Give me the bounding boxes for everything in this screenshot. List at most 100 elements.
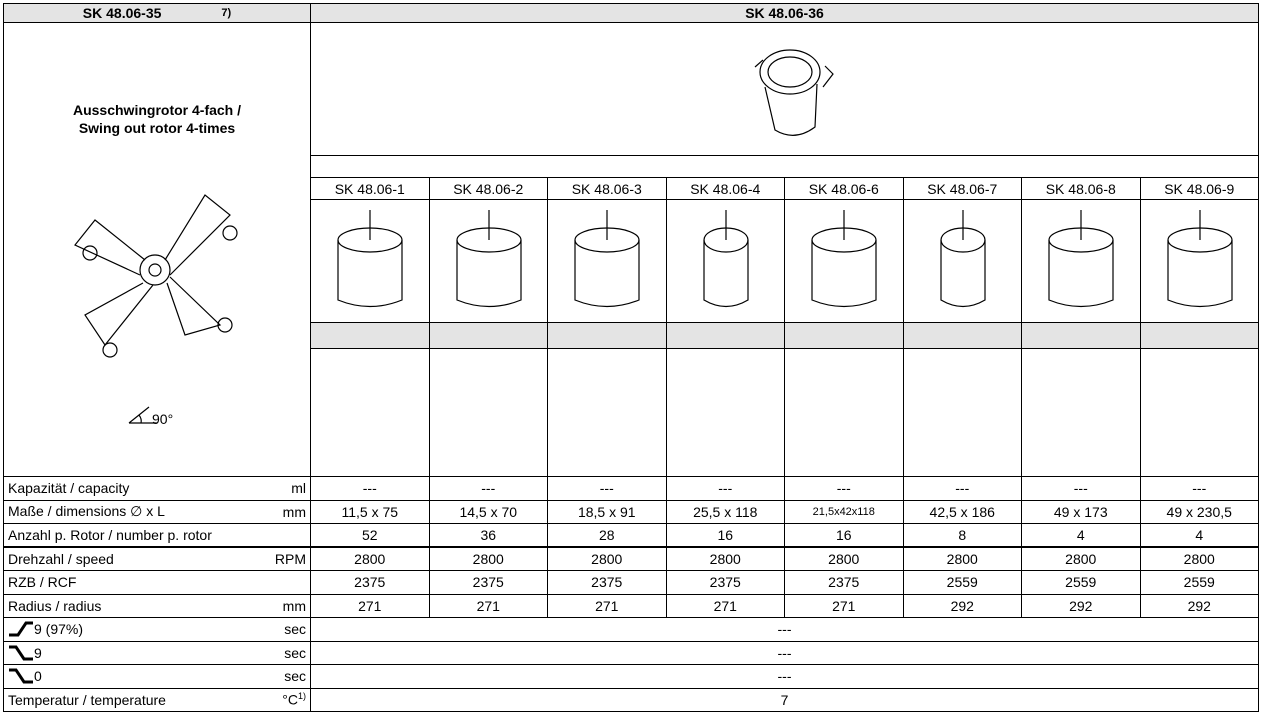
unit: RPM xyxy=(274,550,306,567)
value: --- xyxy=(547,476,667,501)
value: 2375 xyxy=(547,570,667,595)
adapter-image xyxy=(337,210,403,308)
value: 2559 xyxy=(1139,570,1259,595)
adapter-image xyxy=(939,210,986,308)
value: 271 xyxy=(547,593,667,618)
value: 2800 xyxy=(784,546,904,571)
value: 2800 xyxy=(665,546,785,571)
unit-wrap: sec xyxy=(284,668,306,684)
empty-cell xyxy=(902,348,1022,477)
rotor-title: Ausschwingrotor 4-fach / Swing out rotor … xyxy=(4,101,310,137)
title-de: Ausschwingrotor 4-fach / xyxy=(72,102,242,118)
ramp-icon xyxy=(9,668,33,684)
unit: mm xyxy=(282,597,306,614)
value: 25,5 x 118 xyxy=(665,499,785,524)
gray-cell xyxy=(902,322,1022,349)
empty-cell xyxy=(1021,348,1141,477)
value: 271 xyxy=(784,593,904,618)
row-label: Drehzahl / speed RPM xyxy=(3,546,311,571)
row-label: Radius / radius mm xyxy=(3,593,311,618)
value: 52 xyxy=(310,523,430,548)
empty-cell xyxy=(428,348,548,477)
value: 42,5 x 186 xyxy=(902,499,1022,524)
value: 2800 xyxy=(310,546,430,571)
value: --- xyxy=(310,617,1259,642)
label: Drehzahl / speed xyxy=(8,550,114,567)
adapter-image xyxy=(1166,210,1233,308)
value: --- xyxy=(310,664,1259,689)
value: 2800 xyxy=(547,546,667,571)
adapter-image xyxy=(1048,210,1114,308)
unit-wrap: ml xyxy=(291,480,306,496)
value: 2375 xyxy=(784,570,904,595)
value: 36 xyxy=(428,523,548,548)
value: 2800 xyxy=(1021,546,1141,571)
row-label: Kapazität / capacity ml xyxy=(3,476,311,501)
rotor-image xyxy=(74,194,238,358)
value: --- xyxy=(428,476,548,501)
value: 8 xyxy=(902,523,1022,548)
header-right: SK 48.06-36 xyxy=(310,3,1259,23)
header-left: SK 48.06-35 7) xyxy=(3,3,311,23)
angle-icon xyxy=(128,406,157,424)
value: 11,5 x 75 xyxy=(310,499,430,524)
model-label: SK 48.06-7 xyxy=(902,177,1022,200)
value: --- xyxy=(902,476,1022,501)
unit-wrap: RPM xyxy=(275,551,306,567)
value: 292 xyxy=(1021,593,1141,618)
unit: sec xyxy=(284,621,306,638)
gray-cell xyxy=(1139,322,1259,349)
value: 2800 xyxy=(1139,546,1259,571)
value: 49 x 173 xyxy=(1021,499,1141,524)
value: 28 xyxy=(547,523,667,548)
model-label: SK 48.06-2 xyxy=(428,177,548,200)
unit-wrap: °C1) xyxy=(282,691,306,708)
value: 14,5 x 70 xyxy=(428,499,548,524)
value: 292 xyxy=(1139,593,1259,618)
label: RZB / RCF xyxy=(8,574,77,591)
value: 271 xyxy=(665,593,785,618)
value: 49 x 230,5 xyxy=(1139,499,1259,524)
value: --- xyxy=(665,476,785,501)
value: 271 xyxy=(428,593,548,618)
value: 7 xyxy=(310,687,1259,712)
value: 2375 xyxy=(428,570,548,595)
label: Kapazität / capacity xyxy=(8,480,130,497)
adapter-image xyxy=(455,210,522,308)
unit-wrap: mm xyxy=(283,598,306,614)
value: 16 xyxy=(784,523,904,548)
value: 2559 xyxy=(1021,570,1141,595)
model-label: SK 48.06-6 xyxy=(784,177,904,200)
unit: sec xyxy=(284,668,306,685)
value: 4 xyxy=(1021,523,1141,548)
value: --- xyxy=(310,476,430,501)
ramp-icon xyxy=(9,621,33,637)
value: 2375 xyxy=(665,570,785,595)
row-label: 9 sec xyxy=(3,640,311,665)
unit: °C xyxy=(282,692,298,709)
value: 292 xyxy=(902,593,1022,618)
unit: ml xyxy=(291,480,306,497)
row-label: Maße / dimensions ∅ x L mm xyxy=(3,499,311,524)
gray-cell xyxy=(784,322,904,349)
value: --- xyxy=(310,640,1259,665)
value: 2800 xyxy=(428,546,548,571)
value: 4 xyxy=(1139,523,1259,548)
row-label: 9 (97%) sec xyxy=(3,617,311,642)
value: 2559 xyxy=(902,570,1022,595)
gray-cell xyxy=(310,322,430,349)
model-name: SK 48.06-35 xyxy=(82,5,162,21)
value: 21,5x42x118 xyxy=(784,499,904,524)
label: 9 xyxy=(34,644,42,661)
title-en: Swing out rotor 4-times xyxy=(78,120,236,136)
unit: mm xyxy=(282,503,306,520)
row-label: RZB / RCF xyxy=(3,570,311,595)
value: 2375 xyxy=(310,570,430,595)
row-label: 0 sec xyxy=(3,664,311,689)
footnote: 7) xyxy=(221,7,232,19)
unit-note: 1) xyxy=(297,691,306,702)
model-label: SK 48.06-1 xyxy=(310,177,430,200)
row-label: Temperatur / temperature °C1) xyxy=(3,687,311,712)
adapter-image xyxy=(574,210,640,308)
row-label: Anzahl p. Rotor / number p. rotor xyxy=(3,523,311,548)
